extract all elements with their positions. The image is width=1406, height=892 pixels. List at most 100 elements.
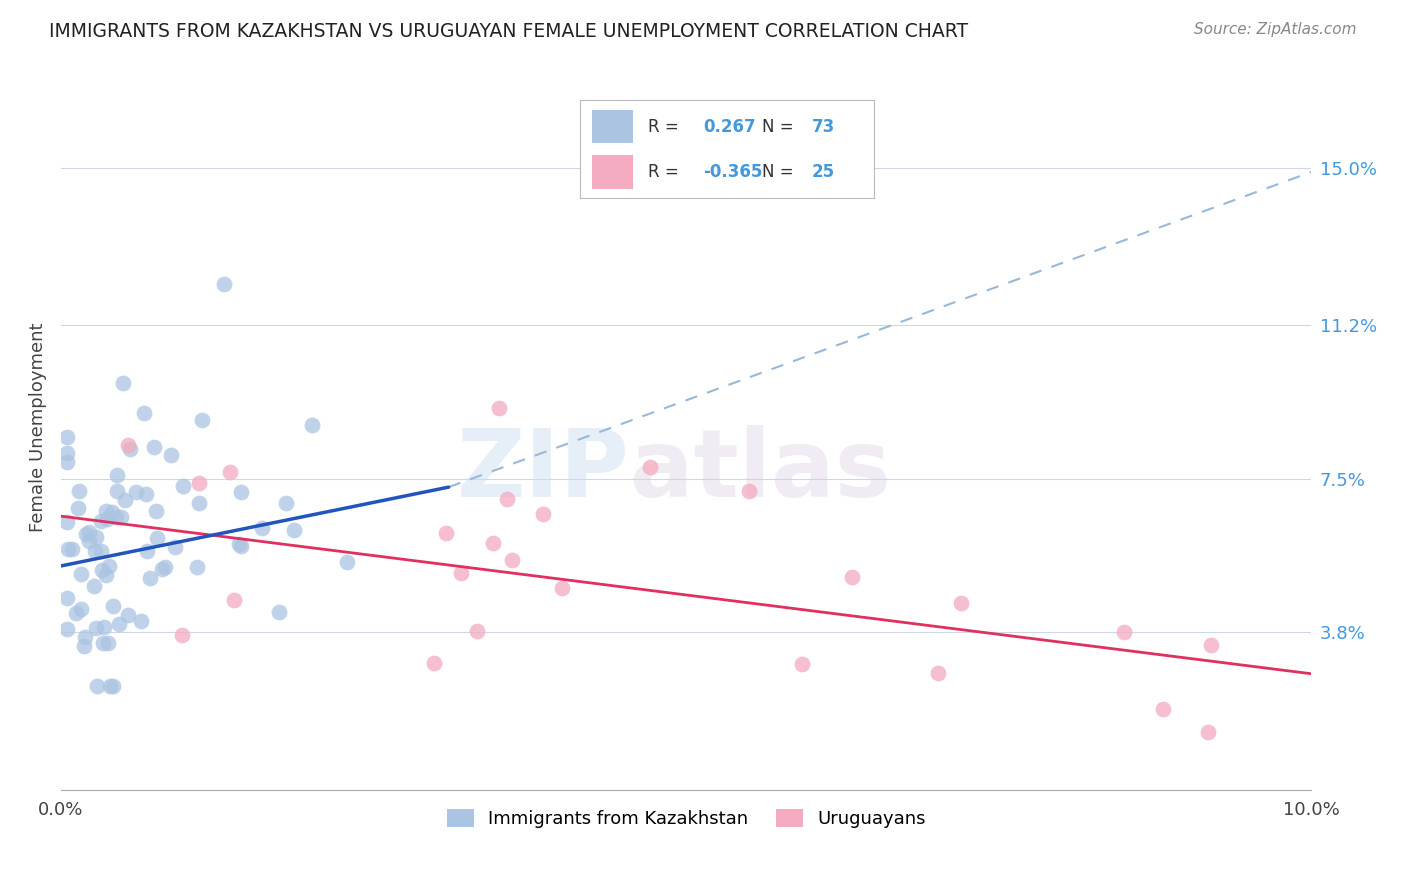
Point <box>56 455 79 469</box>
Point <box>97 559 120 574</box>
Point <box>163 540 186 554</box>
Point <box>927 665 949 680</box>
Point <box>1197 724 1219 739</box>
Point <box>465 624 488 638</box>
Point <box>267 605 290 619</box>
Point <box>77 524 100 539</box>
Point <box>188 496 211 510</box>
Point <box>434 526 457 541</box>
Point <box>96 512 118 526</box>
Point <box>77 534 100 549</box>
Point <box>56 622 79 636</box>
Point <box>231 485 253 500</box>
Point <box>481 536 503 550</box>
Point <box>191 413 214 427</box>
Point <box>84 530 107 544</box>
Text: IMMIGRANTS FROM KAZAKHSTAN VS URUGUAYAN FEMALE UNEMPLOYMENT CORRELATION CHART: IMMIGRANTS FROM KAZAKHSTAN VS URUGUAYAN … <box>49 22 969 41</box>
Point <box>118 442 141 456</box>
Point <box>56 446 79 460</box>
Point <box>105 509 128 524</box>
Point <box>131 615 153 629</box>
Point <box>159 448 181 462</box>
Point <box>125 485 148 500</box>
Point <box>60 542 83 557</box>
Y-axis label: Female Unemployment: Female Unemployment <box>30 322 46 532</box>
Point <box>172 479 194 493</box>
Point <box>132 406 155 420</box>
Point <box>1201 638 1223 652</box>
Point <box>100 506 122 520</box>
Point <box>83 579 105 593</box>
Point <box>67 500 90 515</box>
Point <box>86 679 108 693</box>
Point <box>97 636 120 650</box>
Point <box>283 523 305 537</box>
Point <box>142 440 165 454</box>
Point <box>105 467 128 482</box>
Point <box>94 504 117 518</box>
Point <box>73 640 96 654</box>
Text: ZIP: ZIP <box>457 425 630 516</box>
Point <box>112 376 135 391</box>
Point <box>56 430 79 444</box>
Point <box>69 601 91 615</box>
Point <box>274 496 297 510</box>
Point <box>139 572 162 586</box>
Point <box>96 567 118 582</box>
Point <box>117 437 139 451</box>
Point <box>1152 702 1174 716</box>
Point <box>738 484 761 499</box>
Legend: Immigrants from Kazakhstan, Uruguayans: Immigrants from Kazakhstan, Uruguayans <box>440 802 932 835</box>
Point <box>301 418 323 433</box>
Point <box>186 560 208 574</box>
Point <box>450 566 472 580</box>
Point <box>222 592 245 607</box>
Point <box>75 630 97 644</box>
Point <box>75 527 97 541</box>
Point <box>336 555 359 569</box>
Text: atlas: atlas <box>630 425 891 516</box>
Point <box>187 476 209 491</box>
Point <box>70 566 93 581</box>
Point <box>101 679 124 693</box>
Point <box>117 608 139 623</box>
Point <box>495 491 517 506</box>
Point <box>65 606 87 620</box>
Point <box>228 537 250 551</box>
Point <box>91 564 114 578</box>
Point <box>153 559 176 574</box>
Point <box>56 515 79 529</box>
Point <box>101 599 124 614</box>
Point <box>792 657 814 671</box>
Point <box>841 570 863 584</box>
Point <box>531 507 554 521</box>
Point <box>212 277 235 291</box>
Point <box>1112 625 1135 640</box>
Point <box>90 514 112 528</box>
Point <box>950 596 973 610</box>
Point <box>638 460 661 475</box>
Point <box>150 562 173 576</box>
Point <box>110 510 132 524</box>
Point <box>56 591 79 605</box>
Point <box>84 621 107 635</box>
Point <box>98 679 121 693</box>
Point <box>93 620 115 634</box>
Point <box>108 617 131 632</box>
Point <box>422 656 444 670</box>
Point <box>135 487 157 501</box>
Point <box>146 532 169 546</box>
Point <box>91 636 114 650</box>
Text: Source: ZipAtlas.com: Source: ZipAtlas.com <box>1194 22 1357 37</box>
Point <box>229 539 252 553</box>
Point <box>136 543 159 558</box>
Point <box>250 520 273 534</box>
Point <box>84 544 107 558</box>
Point <box>145 503 167 517</box>
Point <box>170 628 193 642</box>
Point <box>67 484 90 499</box>
Point <box>551 581 574 595</box>
Point <box>501 553 523 567</box>
Point <box>488 401 510 416</box>
Point <box>218 466 240 480</box>
